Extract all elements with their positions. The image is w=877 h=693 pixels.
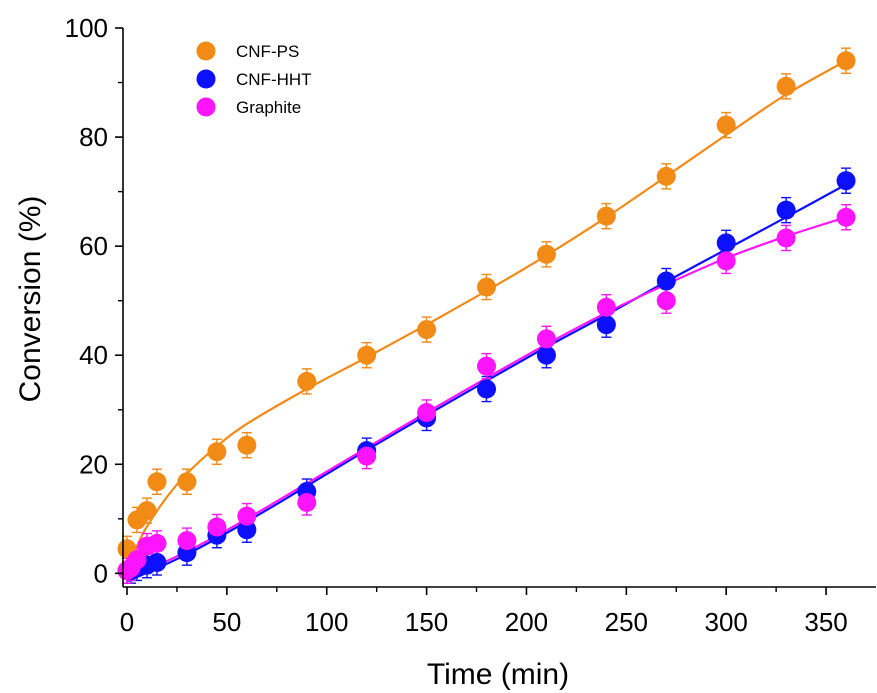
data-points xyxy=(117,51,856,581)
data-point-cnf-ps xyxy=(207,442,227,462)
data-point-cnf-ps xyxy=(477,277,497,297)
x-tick-label: 0 xyxy=(120,607,134,637)
x-tick-label: 150 xyxy=(405,607,448,637)
data-point-cnf-hht xyxy=(716,233,736,253)
x-axis-title: Time (min) xyxy=(427,658,569,691)
data-point-cnf-ps xyxy=(147,472,167,492)
data-point-cnf-hht xyxy=(596,315,616,335)
x-tick-label: 100 xyxy=(305,607,348,637)
y-tick-label: 100 xyxy=(65,13,108,43)
legend-label-cnf-hht: CNF-HHT xyxy=(236,70,312,89)
data-point-graphite xyxy=(656,291,676,311)
data-point-cnf-hht xyxy=(776,200,796,220)
x-tick-label: 50 xyxy=(212,607,241,637)
error-bars xyxy=(121,47,852,584)
data-point-cnf-ps xyxy=(836,51,856,71)
data-point-cnf-ps xyxy=(776,76,796,96)
data-point-graphite xyxy=(536,329,556,349)
y-tick-label: 0 xyxy=(94,558,108,588)
x-tick-label: 200 xyxy=(505,607,548,637)
data-point-cnf-ps xyxy=(417,320,437,340)
legend-marker-cnf-hht xyxy=(196,69,216,89)
data-point-cnf-ps xyxy=(716,115,736,135)
data-point-cnf-hht xyxy=(147,552,167,572)
data-point-cnf-hht xyxy=(477,379,497,399)
x-tick-label: 350 xyxy=(804,607,847,637)
data-point-cnf-hht xyxy=(237,520,257,540)
data-point-cnf-ps xyxy=(177,472,197,492)
axes: 0 20 40 60 80 100 0 50 100 150 200 250 300 350 xyxy=(65,13,876,637)
data-point-graphite xyxy=(147,533,167,553)
data-point-cnf-ps xyxy=(297,371,317,391)
data-point-cnf-ps xyxy=(536,244,556,264)
legend-marker-cnf-ps xyxy=(196,41,216,61)
data-point-cnf-ps xyxy=(137,501,157,521)
legend-marker-graphite xyxy=(196,97,216,117)
x-tick-label: 250 xyxy=(605,607,648,637)
y-tick-label: 60 xyxy=(79,231,108,261)
y-tick-label: 80 xyxy=(79,122,108,152)
data-point-cnf-ps xyxy=(596,206,616,226)
data-point-graphite xyxy=(177,531,197,551)
data-point-graphite xyxy=(237,506,257,526)
data-point-graphite xyxy=(477,356,497,376)
data-point-graphite xyxy=(207,517,227,537)
data-point-graphite xyxy=(836,207,856,227)
data-point-cnf-ps xyxy=(357,345,377,365)
data-point-graphite xyxy=(716,251,736,271)
data-point-cnf-hht xyxy=(656,271,676,291)
data-point-cnf-hht xyxy=(536,345,556,365)
data-point-graphite xyxy=(417,402,437,422)
legend-label-cnf-ps: CNF-PS xyxy=(236,42,299,61)
data-point-graphite xyxy=(357,446,377,466)
y-tick-label: 40 xyxy=(79,340,108,370)
data-point-cnf-ps xyxy=(656,166,676,186)
data-point-graphite xyxy=(297,492,317,512)
legend-label-graphite: Graphite xyxy=(236,98,301,117)
fit-line-cnf-ps xyxy=(125,59,847,570)
data-point-graphite xyxy=(776,228,796,248)
data-point-cnf-ps xyxy=(237,435,257,455)
fit-lines xyxy=(125,59,847,583)
legend: CNF-PS CNF-HHT Graphite xyxy=(196,41,312,117)
data-point-cnf-hht xyxy=(836,171,856,191)
y-tick-label: 20 xyxy=(79,449,108,479)
data-point-graphite xyxy=(127,550,147,570)
x-tick-label: 300 xyxy=(705,607,748,637)
data-point-graphite xyxy=(596,297,616,317)
y-axis-title: Conversion (%) xyxy=(14,196,47,403)
